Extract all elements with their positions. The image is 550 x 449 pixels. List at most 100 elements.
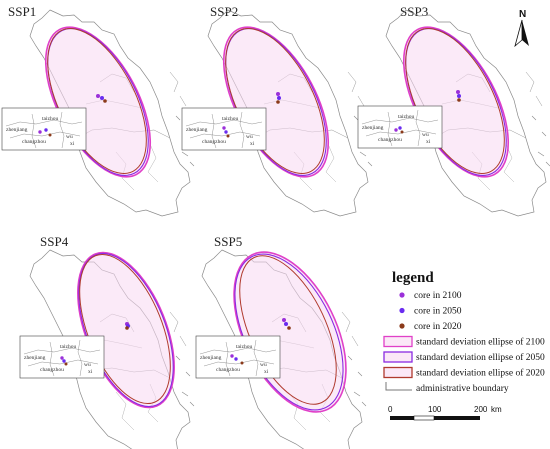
legend-item: core in 2020 (399, 322, 462, 332)
ellipse-2100 (44, 26, 152, 178)
inset-label-changzhou: changzhou (216, 367, 240, 373)
panel-title: SSP4 (40, 234, 69, 249)
legend-item: standard deviation ellipse of 2050 (383, 351, 545, 363)
inset-label-zhenjiang: zhenjiang (24, 355, 46, 361)
legend-item: standard deviation ellipse of 2020 (383, 366, 545, 379)
core-2100-dot (456, 90, 460, 94)
inset-core-2100 (222, 126, 226, 130)
scale-segment-2 (413, 415, 435, 421)
map-panel-ssp2: SSP2 taizhou zhenjiang changzhou wu xi (181, 4, 373, 217)
inset-label-taizhou: taizhou (222, 116, 238, 122)
legend-dot-symbol (399, 292, 405, 298)
inset-core-2050 (62, 359, 66, 363)
inset-core-2020 (240, 361, 244, 365)
legend-ellipse-symbol (383, 351, 413, 363)
map-panel-ssp1: SSP1 taizhou zhenjiang changzhou wu xi (1, 4, 195, 217)
ellipse-2100 (222, 26, 330, 178)
core-2020-dot (287, 326, 291, 330)
inset-label-taizhou: taizhou (398, 114, 414, 120)
panel-title: SSP3 (400, 4, 428, 19)
inset-label-zhenjiang: zhenjiang (362, 125, 384, 131)
inset-core-2100 (60, 356, 64, 360)
inset-label-changzhou: changzhou (378, 137, 402, 143)
inset-label-xi: xi (264, 369, 269, 375)
scale-label-200: 200 (474, 405, 488, 414)
legend-label: standard deviation ellipse of 2100 (416, 337, 545, 348)
scale-label-100: 100 (428, 405, 442, 414)
zoom-inset: taizhou zhenjiang changzhou wu xi (195, 335, 281, 379)
inset-core-2020 (64, 362, 68, 366)
panel-title: SSP1 (8, 4, 36, 19)
inset-core-2050 (398, 126, 402, 130)
inset-label-wu: wu (260, 362, 267, 368)
core-2100-dot (96, 94, 100, 98)
inset-core-2020 (48, 133, 52, 137)
core-2020-dot (103, 99, 107, 103)
legend-label: core in 2100 (414, 291, 462, 301)
inset-label-xi: xi (88, 369, 93, 375)
scale-label-0: 0 (388, 405, 393, 414)
inset-label-xi: xi (426, 139, 431, 145)
map-panel-ssp4: SSP4 taizhou zhenjiang changzhou wu xi (19, 234, 195, 449)
north-arrow: N (514, 9, 529, 48)
scale-bar: 0 100 200 km (388, 405, 502, 421)
core-2020-dot (125, 326, 129, 330)
panel-title: SSP5 (214, 234, 242, 249)
inset-core-2050 (224, 130, 228, 134)
inset-label-wu: wu (66, 134, 73, 140)
legend-label: standard deviation ellipse of 2050 (416, 352, 545, 363)
inset-label-xi: xi (250, 141, 255, 147)
legend-label: standard deviation ellipse of 2020 (416, 368, 545, 379)
legend-boundary-symbol (385, 382, 412, 391)
inset-label-taizhou: taizhou (42, 116, 58, 122)
legend-item: core in 2100 (399, 291, 462, 301)
inset-label-changzhou: changzhou (40, 367, 64, 373)
inset-core-2100 (230, 354, 234, 358)
inset-label-taizhou: taizhou (60, 344, 76, 350)
inset-core-2100 (394, 128, 398, 132)
legend-ellipse-symbol (383, 366, 413, 379)
legend-item: core in 2050 (399, 307, 462, 317)
inset-core-2020 (400, 130, 404, 134)
legend-dot-symbol (399, 307, 405, 314)
core-2020-dot (457, 98, 461, 102)
map-panel-ssp3: SSP3 taizhou zhenjiang changzhou wu xi (357, 4, 550, 217)
inset-core-2100 (38, 130, 42, 134)
core-2050-dot (277, 96, 281, 100)
north-label: N (519, 9, 526, 20)
panel-title: SSP2 (210, 4, 238, 19)
legend-item: administrative boundary (385, 382, 509, 394)
zoom-inset: taizhou zhenjiang changzhou wu xi (181, 107, 267, 151)
legend-label: core in 2050 (414, 307, 462, 317)
core-2050-dot (284, 322, 288, 326)
core-2100-dot (282, 318, 286, 322)
legend-dot-symbol (399, 323, 405, 329)
legend-ellipse-symbol (383, 335, 413, 348)
core-2050-dot (457, 94, 461, 98)
core-2020-dot (276, 100, 280, 104)
inset-label-changzhou: changzhou (22, 139, 46, 145)
legend-label: administrative boundary (416, 384, 509, 394)
inset-label-wu: wu (422, 132, 429, 138)
inset-core-2050 (44, 128, 48, 132)
core-2100-dot (276, 92, 280, 96)
inset-label-changzhou: changzhou (202, 139, 226, 145)
zoom-inset: taizhou zhenjiang changzhou wu xi (1, 107, 87, 151)
inset-core-2050 (234, 357, 238, 361)
inset-label-zhenjiang: zhenjiang (6, 127, 28, 133)
scale-unit: km (491, 405, 502, 414)
inset-label-xi: xi (70, 141, 75, 147)
ellipse-2100 (77, 251, 175, 409)
inset-label-wu: wu (246, 134, 253, 140)
legend: legend core in 2100 core in 2050 core in 2… (383, 270, 545, 394)
inset-label-zhenjiang: zhenjiang (186, 127, 208, 133)
legend-item: standard deviation ellipse of 2100 (383, 335, 545, 348)
legend-label: core in 2020 (414, 322, 462, 332)
inset-label-wu: wu (84, 362, 91, 368)
inset-label-taizhou: taizhou (236, 344, 252, 350)
inset-label-zhenjiang: zhenjiang (200, 355, 222, 361)
map-panel-ssp5: SSP5 taizhou zhenjiang changzhou wu xi (195, 234, 367, 449)
scale-segment-1 (390, 416, 414, 420)
scale-segment-3 (434, 416, 480, 420)
